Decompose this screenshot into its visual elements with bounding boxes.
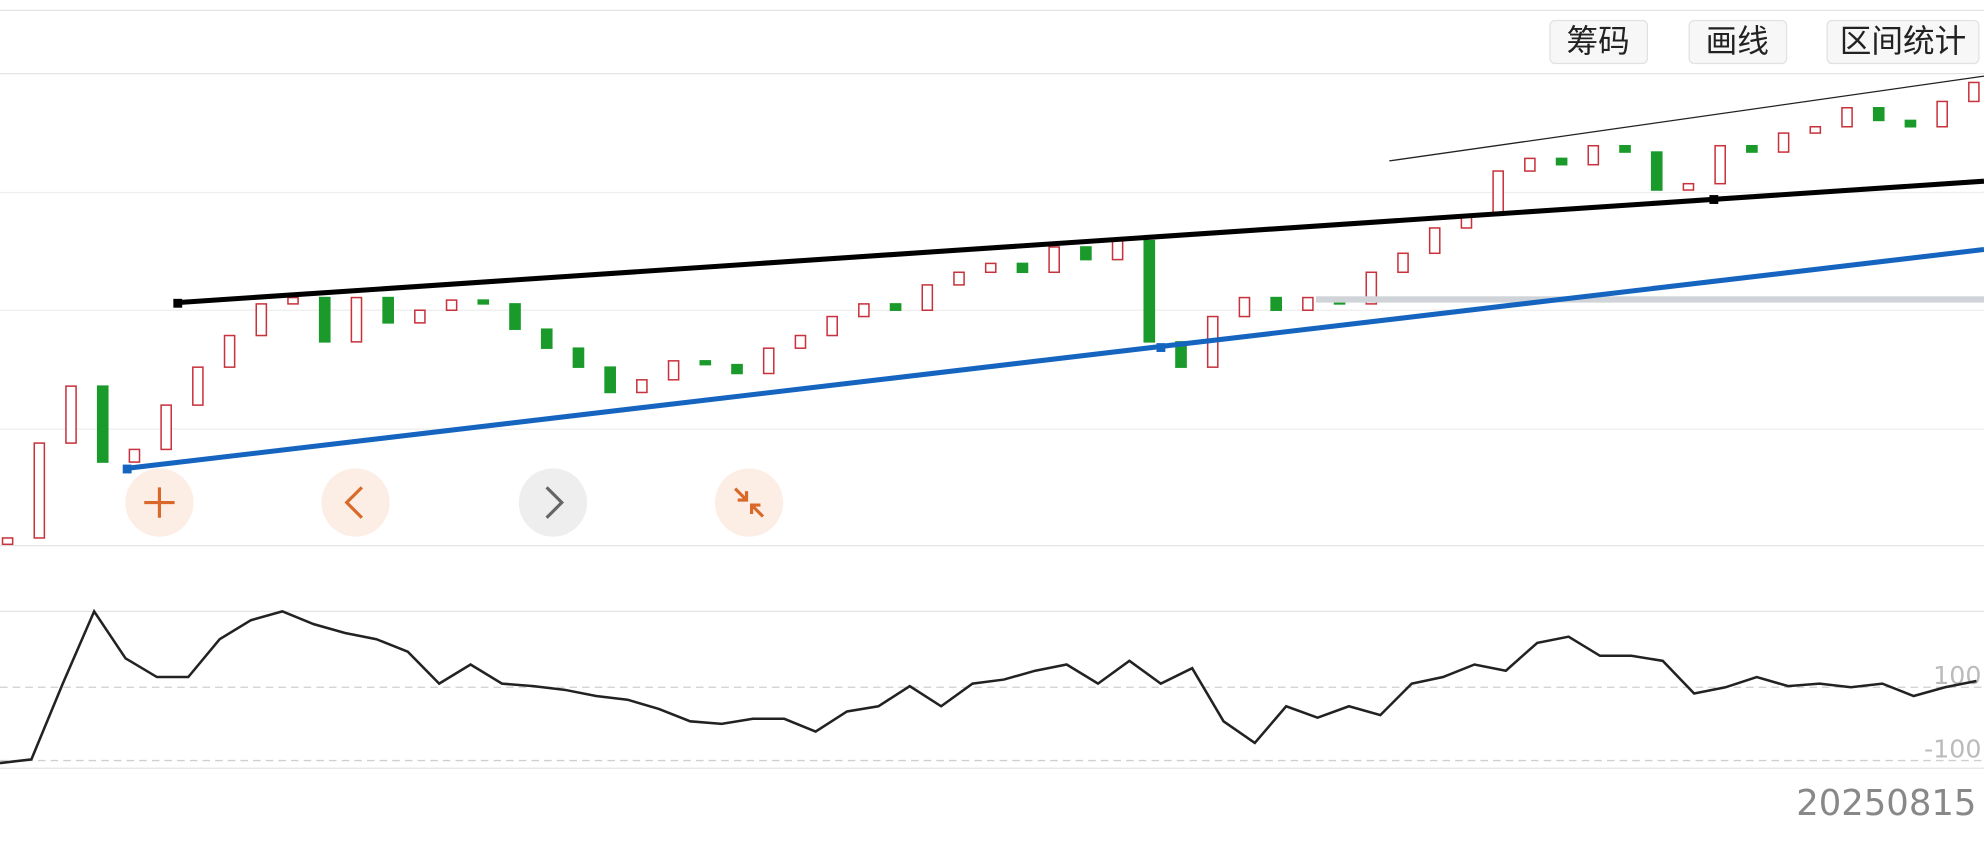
next-button[interactable] — [518, 468, 588, 537]
candle — [477, 299, 490, 305]
candle — [636, 379, 648, 394]
icon — [344, 486, 363, 519]
candle — [604, 366, 616, 394]
candle — [1650, 151, 1663, 191]
candles — [1, 81, 1980, 546]
button-label[interactable]: 区间统计 — [1840, 24, 1967, 60]
candle — [128, 448, 141, 463]
candle — [540, 328, 553, 349]
icon — [734, 487, 765, 518]
candle — [1968, 81, 1980, 103]
toolbar: 筹码 画线 区间统计 — [1549, 19, 1980, 65]
candle — [1048, 246, 1060, 274]
icon — [144, 487, 175, 518]
candle — [509, 303, 521, 330]
handle — [122, 464, 132, 474]
candle — [318, 296, 331, 343]
candle — [192, 366, 204, 406]
handle — [1156, 343, 1166, 352]
candle — [858, 303, 870, 318]
candle — [65, 385, 77, 444]
candle — [1492, 170, 1504, 217]
candle — [794, 334, 807, 349]
candle — [1936, 100, 1948, 128]
button[interactable] — [1826, 19, 1980, 65]
handle — [1709, 195, 1719, 204]
candle — [287, 296, 299, 305]
candle — [1143, 239, 1156, 343]
candle — [445, 299, 458, 311]
candle — [572, 347, 585, 368]
previous-button[interactable] — [321, 468, 390, 537]
candle — [1428, 227, 1441, 255]
candle — [255, 303, 268, 337]
range-band — [1315, 296, 1984, 303]
candle — [1619, 144, 1631, 153]
candle — [1682, 182, 1695, 191]
candle — [160, 404, 172, 451]
trend-line — [1389, 75, 1984, 162]
candle — [731, 363, 743, 375]
candle — [33, 442, 46, 539]
chart-controls — [125, 468, 784, 537]
candle — [223, 334, 236, 368]
indicator: 100-100 — [0, 608, 1984, 765]
candle — [1587, 144, 1600, 166]
button[interactable] — [1549, 19, 1649, 65]
candle — [382, 296, 394, 324]
icon — [545, 486, 565, 519]
candle — [984, 262, 997, 274]
candle — [699, 360, 712, 366]
candle — [1809, 125, 1822, 134]
handle — [173, 298, 183, 308]
candle — [1555, 157, 1568, 166]
candle — [1841, 107, 1853, 128]
candle — [921, 284, 934, 311]
date-label: 20250815 — [1796, 783, 1976, 824]
button-label[interactable]: 画线 — [1706, 24, 1769, 60]
candle — [1302, 296, 1314, 311]
candle — [1524, 157, 1536, 172]
candle — [350, 296, 363, 343]
candle — [1080, 246, 1092, 261]
trend-line — [126, 246, 1984, 471]
candle — [762, 347, 775, 375]
candle — [953, 271, 965, 286]
candle — [1397, 252, 1409, 274]
candle — [1904, 119, 1917, 128]
candle — [414, 309, 426, 324]
candle — [1365, 271, 1378, 305]
y-tick-label: -100 — [1924, 734, 1981, 763]
candle — [1746, 144, 1758, 153]
candle — [1872, 107, 1885, 122]
candle — [1111, 239, 1124, 261]
candle — [1270, 296, 1282, 311]
indicator-line — [0, 608, 1977, 765]
candle — [889, 303, 902, 311]
candle — [1777, 132, 1790, 153]
button[interactable] — [1688, 19, 1788, 65]
candle — [1, 537, 14, 546]
shrink-button[interactable] — [714, 468, 784, 537]
button-label[interactable]: 筹码 — [1566, 24, 1629, 60]
trend-line — [176, 178, 1984, 306]
candle — [667, 360, 680, 381]
candle — [1714, 144, 1726, 185]
candle — [96, 385, 109, 463]
candle — [1016, 262, 1029, 274]
candle — [1238, 296, 1251, 318]
candle — [826, 315, 838, 337]
